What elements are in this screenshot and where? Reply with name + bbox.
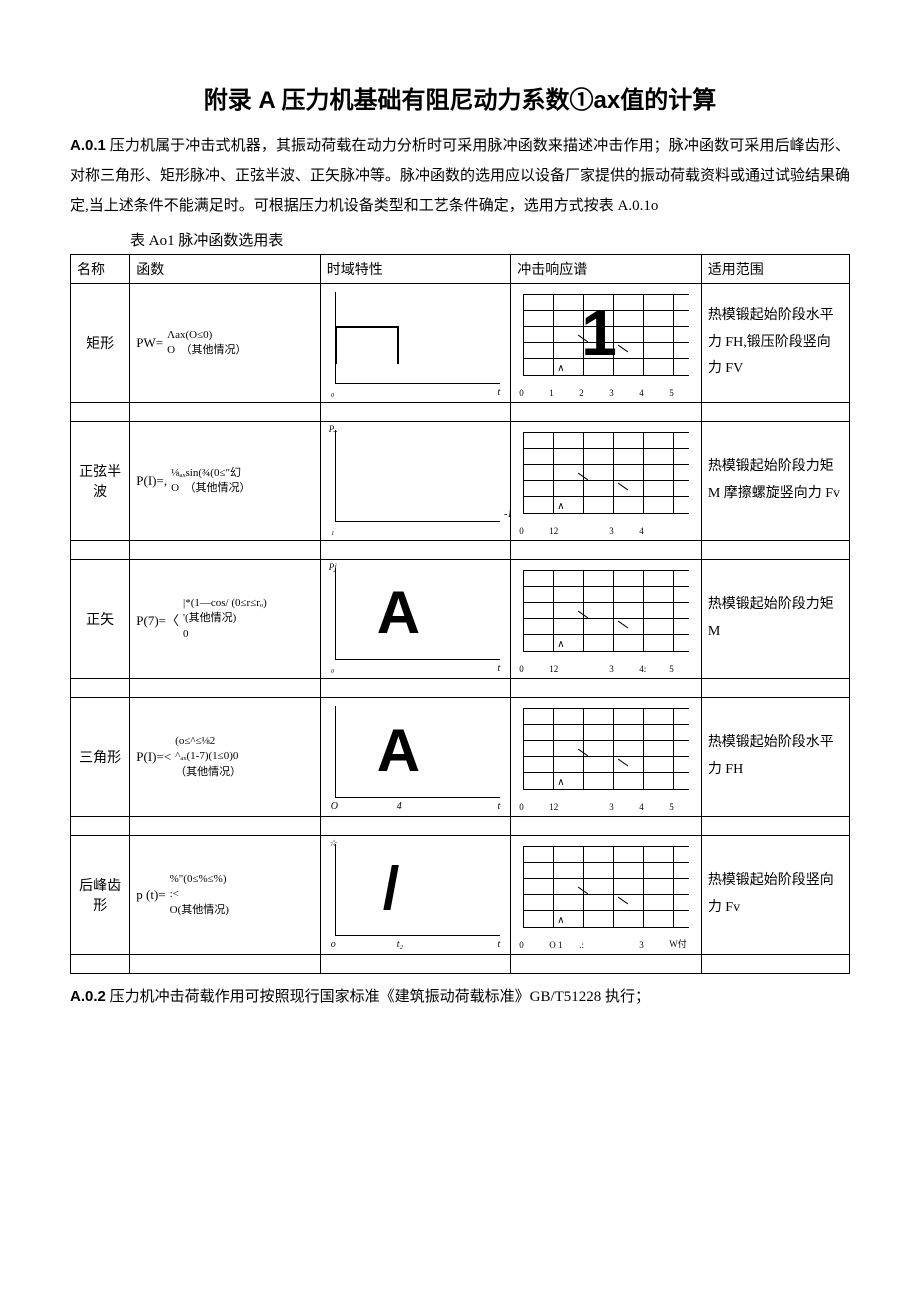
cell-shock-spectrum: ∧01234 bbox=[511, 422, 702, 541]
cell-shock-spectrum: ∧0O 1.:3W付 bbox=[511, 836, 702, 955]
cell-function: PW=Λax(O≤0)O （其他情况） bbox=[130, 284, 321, 403]
th-func: 函数 bbox=[130, 255, 321, 284]
footer-prefix: A.0.2 bbox=[70, 988, 106, 1005]
table-row: 后峰齿形p (t)=%"(0≤%≤%):<O(其他情况)☆/ot₂t∧0O 1.… bbox=[71, 836, 850, 955]
table-caption: 表 Ao1 脉冲函数选用表 bbox=[130, 229, 850, 250]
cell-time-domain: AO4t bbox=[320, 698, 511, 817]
th-spec: 冲击响应谱 bbox=[511, 255, 702, 284]
cell-shock-spectrum: 1∧012345 bbox=[511, 284, 702, 403]
cell-shock-spectrum: ∧012345 bbox=[511, 698, 702, 817]
cell-name: 三角形 bbox=[71, 698, 130, 817]
page-title: 附录 A 压力机基础有阻尼动力系数①ax值的计算 bbox=[70, 80, 850, 115]
cell-function: P(7)=〈|*(1—cos/ (0≤r≤rₒ)'(其他情况)0 bbox=[130, 560, 321, 679]
th-time: 时域特性 bbox=[320, 255, 511, 284]
spacer-row bbox=[71, 817, 850, 836]
spacer-row bbox=[71, 955, 850, 974]
cell-scope: 热模锻起始阶段竖向力 Fv bbox=[701, 836, 849, 955]
intro-prefix: A.0.1 bbox=[70, 137, 106, 154]
intro-text: 压力机属于冲击式机器，其振动荷载在动力分析时可采用脉冲函数来描述冲击作用；脉冲函… bbox=[70, 138, 850, 214]
cell-function: P(I)=<(o≤^≤⅛2^ₐₓ(1-7)(1≤0)0（其他情况） bbox=[130, 698, 321, 817]
cell-function: P(I)=,⅛ₐₓsin(¾(0≤"幻O （其他情况） bbox=[130, 422, 321, 541]
cell-name: 矩形 bbox=[71, 284, 130, 403]
spacer-row bbox=[71, 679, 850, 698]
intro-paragraph: A.0.1 压力机属于冲击式机器，其振动荷载在动力分析时可采用脉冲函数来描述冲击… bbox=[70, 131, 850, 221]
footer-paragraph: A.0.2 压力机冲击荷载作用可按照现行国家标准《建筑振动荷载标准》GB/T51… bbox=[70, 982, 850, 1012]
cell-time-domain: ☆/ot₂t bbox=[320, 836, 511, 955]
table-row: 三角形P(I)=<(o≤^≤⅛2^ₐₓ(1-7)(1≤0)0（其他情况）AO4t… bbox=[71, 698, 850, 817]
table-row: 正矢P(7)=〈|*(1—cos/ (0≤r≤rₒ)'(其他情况)0PjA₀t∧… bbox=[71, 560, 850, 679]
table-row: 正弦半波P(I)=,⅛ₐₓsin(¾(0≤"幻O （其他情况）P..₁-1∧01… bbox=[71, 422, 850, 541]
cell-name: 正矢 bbox=[71, 560, 130, 679]
cell-name: 正弦半波 bbox=[71, 422, 130, 541]
cell-function: p (t)=%"(0≤%≤%):<O(其他情况) bbox=[130, 836, 321, 955]
cell-scope: 热模锻起始阶段水平力 FH bbox=[701, 698, 849, 817]
footer-text: 压力机冲击荷载作用可按照现行国家标准《建筑振动荷载标准》GB/T51228 执行… bbox=[110, 989, 650, 1005]
cell-scope: 热模锻起始阶段力矩 M bbox=[701, 560, 849, 679]
cell-scope: 热模锻起始阶段力矩 M 摩擦螺旋竖向力 Fv bbox=[701, 422, 849, 541]
spacer-row bbox=[71, 541, 850, 560]
cell-time-domain: P..₁-1 bbox=[320, 422, 511, 541]
table-row: 矩形PW=Λax(O≤0)O （其他情况）₀t1∧012345热模锻起始阶段水平… bbox=[71, 284, 850, 403]
spacer-row bbox=[71, 403, 850, 422]
cell-time-domain: ₀t bbox=[320, 284, 511, 403]
cell-name: 后峰齿形 bbox=[71, 836, 130, 955]
th-name: 名称 bbox=[71, 255, 130, 284]
th-scope: 适用范围 bbox=[701, 255, 849, 284]
table-header-row: 名称 函数 时域特性 冲击响应谱 适用范围 bbox=[71, 255, 850, 284]
cell-time-domain: PjA₀t bbox=[320, 560, 511, 679]
cell-shock-spectrum: ∧01234:5 bbox=[511, 560, 702, 679]
cell-scope: 热模锻起始阶段水平力 FH,锻压阶段竖向力 FV bbox=[701, 284, 849, 403]
pulse-function-table: 名称 函数 时域特性 冲击响应谱 适用范围 矩形PW=Λax(O≤0)O （其他… bbox=[70, 254, 850, 974]
